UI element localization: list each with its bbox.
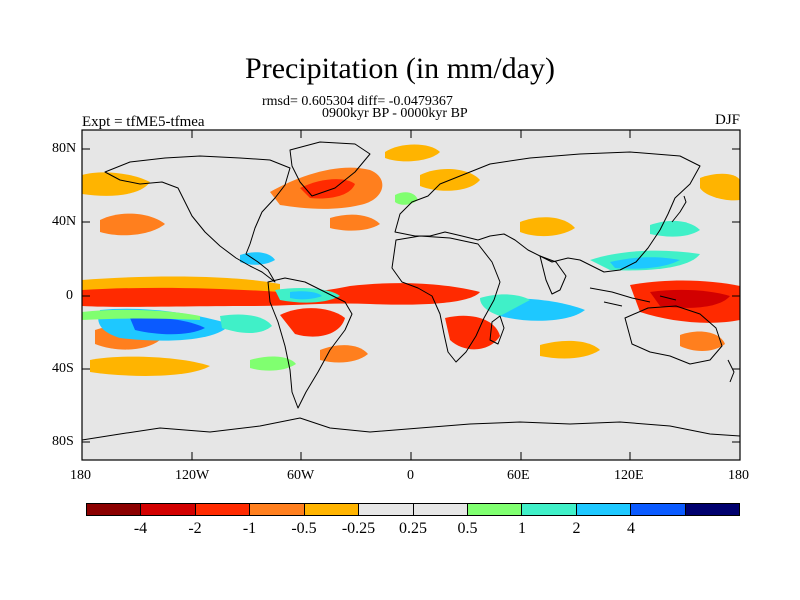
lon-label-60w: 60W — [287, 468, 315, 483]
colorbar-label: 2 — [572, 520, 581, 537]
lon-label-60e: 60E — [507, 468, 530, 483]
anomaly-indian-ocean-dry — [540, 340, 600, 359]
colorbar — [86, 503, 740, 516]
coastline-europe-asia — [394, 151, 701, 273]
stats-line: rmsd= 0.605304 diff= -0.0479367 — [262, 94, 453, 109]
colorbar-label: -4 — [133, 520, 148, 537]
colorbar-swatch — [87, 504, 142, 515]
anomaly-asia-dry — [520, 217, 575, 237]
colorbar-swatch — [250, 504, 305, 515]
anomaly-s-pacific-wet-core — [130, 317, 205, 335]
season-label: DJF — [714, 112, 740, 128]
lat-label-40n: 40N — [52, 214, 77, 229]
anomaly-south-pacific-dry-south — [90, 356, 210, 376]
anomaly-tropical-dry-band-outer — [82, 276, 280, 292]
coastline-north-america — [104, 155, 291, 283]
colorbar-label: -0.25 — [341, 520, 376, 537]
colorbar-swatch — [304, 504, 360, 515]
anomaly-s-atlantic-wet — [250, 356, 296, 371]
coastline-madagascar — [489, 315, 505, 345]
coastline-greenland — [289, 141, 371, 197]
anomaly-n-atlantic-dry-core — [300, 179, 355, 199]
coastline-new-zealand — [727, 359, 735, 383]
colorbar-swatch — [467, 504, 523, 515]
colorbar-label: -2 — [188, 520, 202, 537]
anomaly-south-america-dry — [280, 308, 345, 337]
lon-label-180-left: 180 — [70, 468, 91, 483]
colorbar-swatch — [631, 504, 686, 515]
anomaly-s-pacific-wet-edge — [220, 314, 272, 333]
anomaly-field — [82, 144, 740, 376]
coastline-africa — [391, 235, 501, 363]
map-frame — [81, 129, 741, 461]
lon-label-120w: 120W — [175, 468, 210, 483]
colorbar-swatch — [195, 504, 251, 515]
anomaly-s-atlantic-dry — [320, 345, 368, 363]
coastline-antarctica — [82, 417, 740, 441]
coastline-australia — [624, 305, 723, 365]
experiment-label: Expt = tfME5-tfmea — [82, 114, 205, 130]
colorbar-label: -0.5 — [291, 520, 317, 537]
lon-label-120e: 120E — [614, 468, 644, 483]
anomaly-australia-dry — [680, 331, 725, 351]
lat-label-0: 0 — [66, 288, 73, 303]
anomaly-arctic-dry — [385, 144, 440, 162]
colorbar-swatch — [413, 504, 468, 515]
anomaly-n-pacific-dry-east — [700, 173, 740, 201]
anomaly-pacific-wet-strip — [82, 309, 200, 320]
anomaly-atlantic-dry-mid — [330, 214, 380, 231]
colorbar-swatch — [141, 504, 196, 515]
coastlines — [82, 141, 740, 441]
coastline-south-america — [267, 277, 353, 409]
colorbar-label: 0.25 — [399, 520, 427, 537]
map-title: Precipitation (in mm/day) — [245, 52, 555, 85]
lon-label-0: 0 — [407, 468, 414, 483]
anomaly-n-pacific-dry-west — [82, 172, 150, 196]
colorbar-swatch — [359, 504, 414, 515]
coastline-japan — [671, 195, 687, 223]
lon-label-180-right: 180 — [728, 468, 749, 483]
map-tick-marks — [82, 130, 740, 460]
lat-label-40s: 40S — [52, 361, 74, 376]
anomaly-w-pacific-dry-core — [650, 289, 730, 308]
colorbar-label: 4 — [627, 520, 635, 537]
coastline-india — [539, 255, 567, 295]
coastline-indonesia — [589, 287, 677, 307]
lat-label-80s: 80S — [52, 434, 74, 449]
colorbar-swatch — [522, 504, 577, 515]
anomaly-atlantic-wet-core — [290, 291, 322, 300]
anomaly-indian-ocean-wet-edge — [480, 294, 530, 316]
period-line: 0900kyr BP - 0000kyr BP — [322, 106, 468, 121]
colorbar-label: -1 — [242, 520, 257, 537]
colorbar-swatch — [685, 504, 740, 515]
colorbar-label: 1 — [518, 520, 526, 537]
lat-label-80n: 80N — [52, 141, 77, 156]
anomaly-pacific-dry-mid — [100, 213, 165, 236]
anomaly-southern-africa-dry — [445, 315, 500, 350]
colorbar-swatch — [576, 504, 632, 515]
colorbar-label: 0.5 — [457, 520, 478, 537]
